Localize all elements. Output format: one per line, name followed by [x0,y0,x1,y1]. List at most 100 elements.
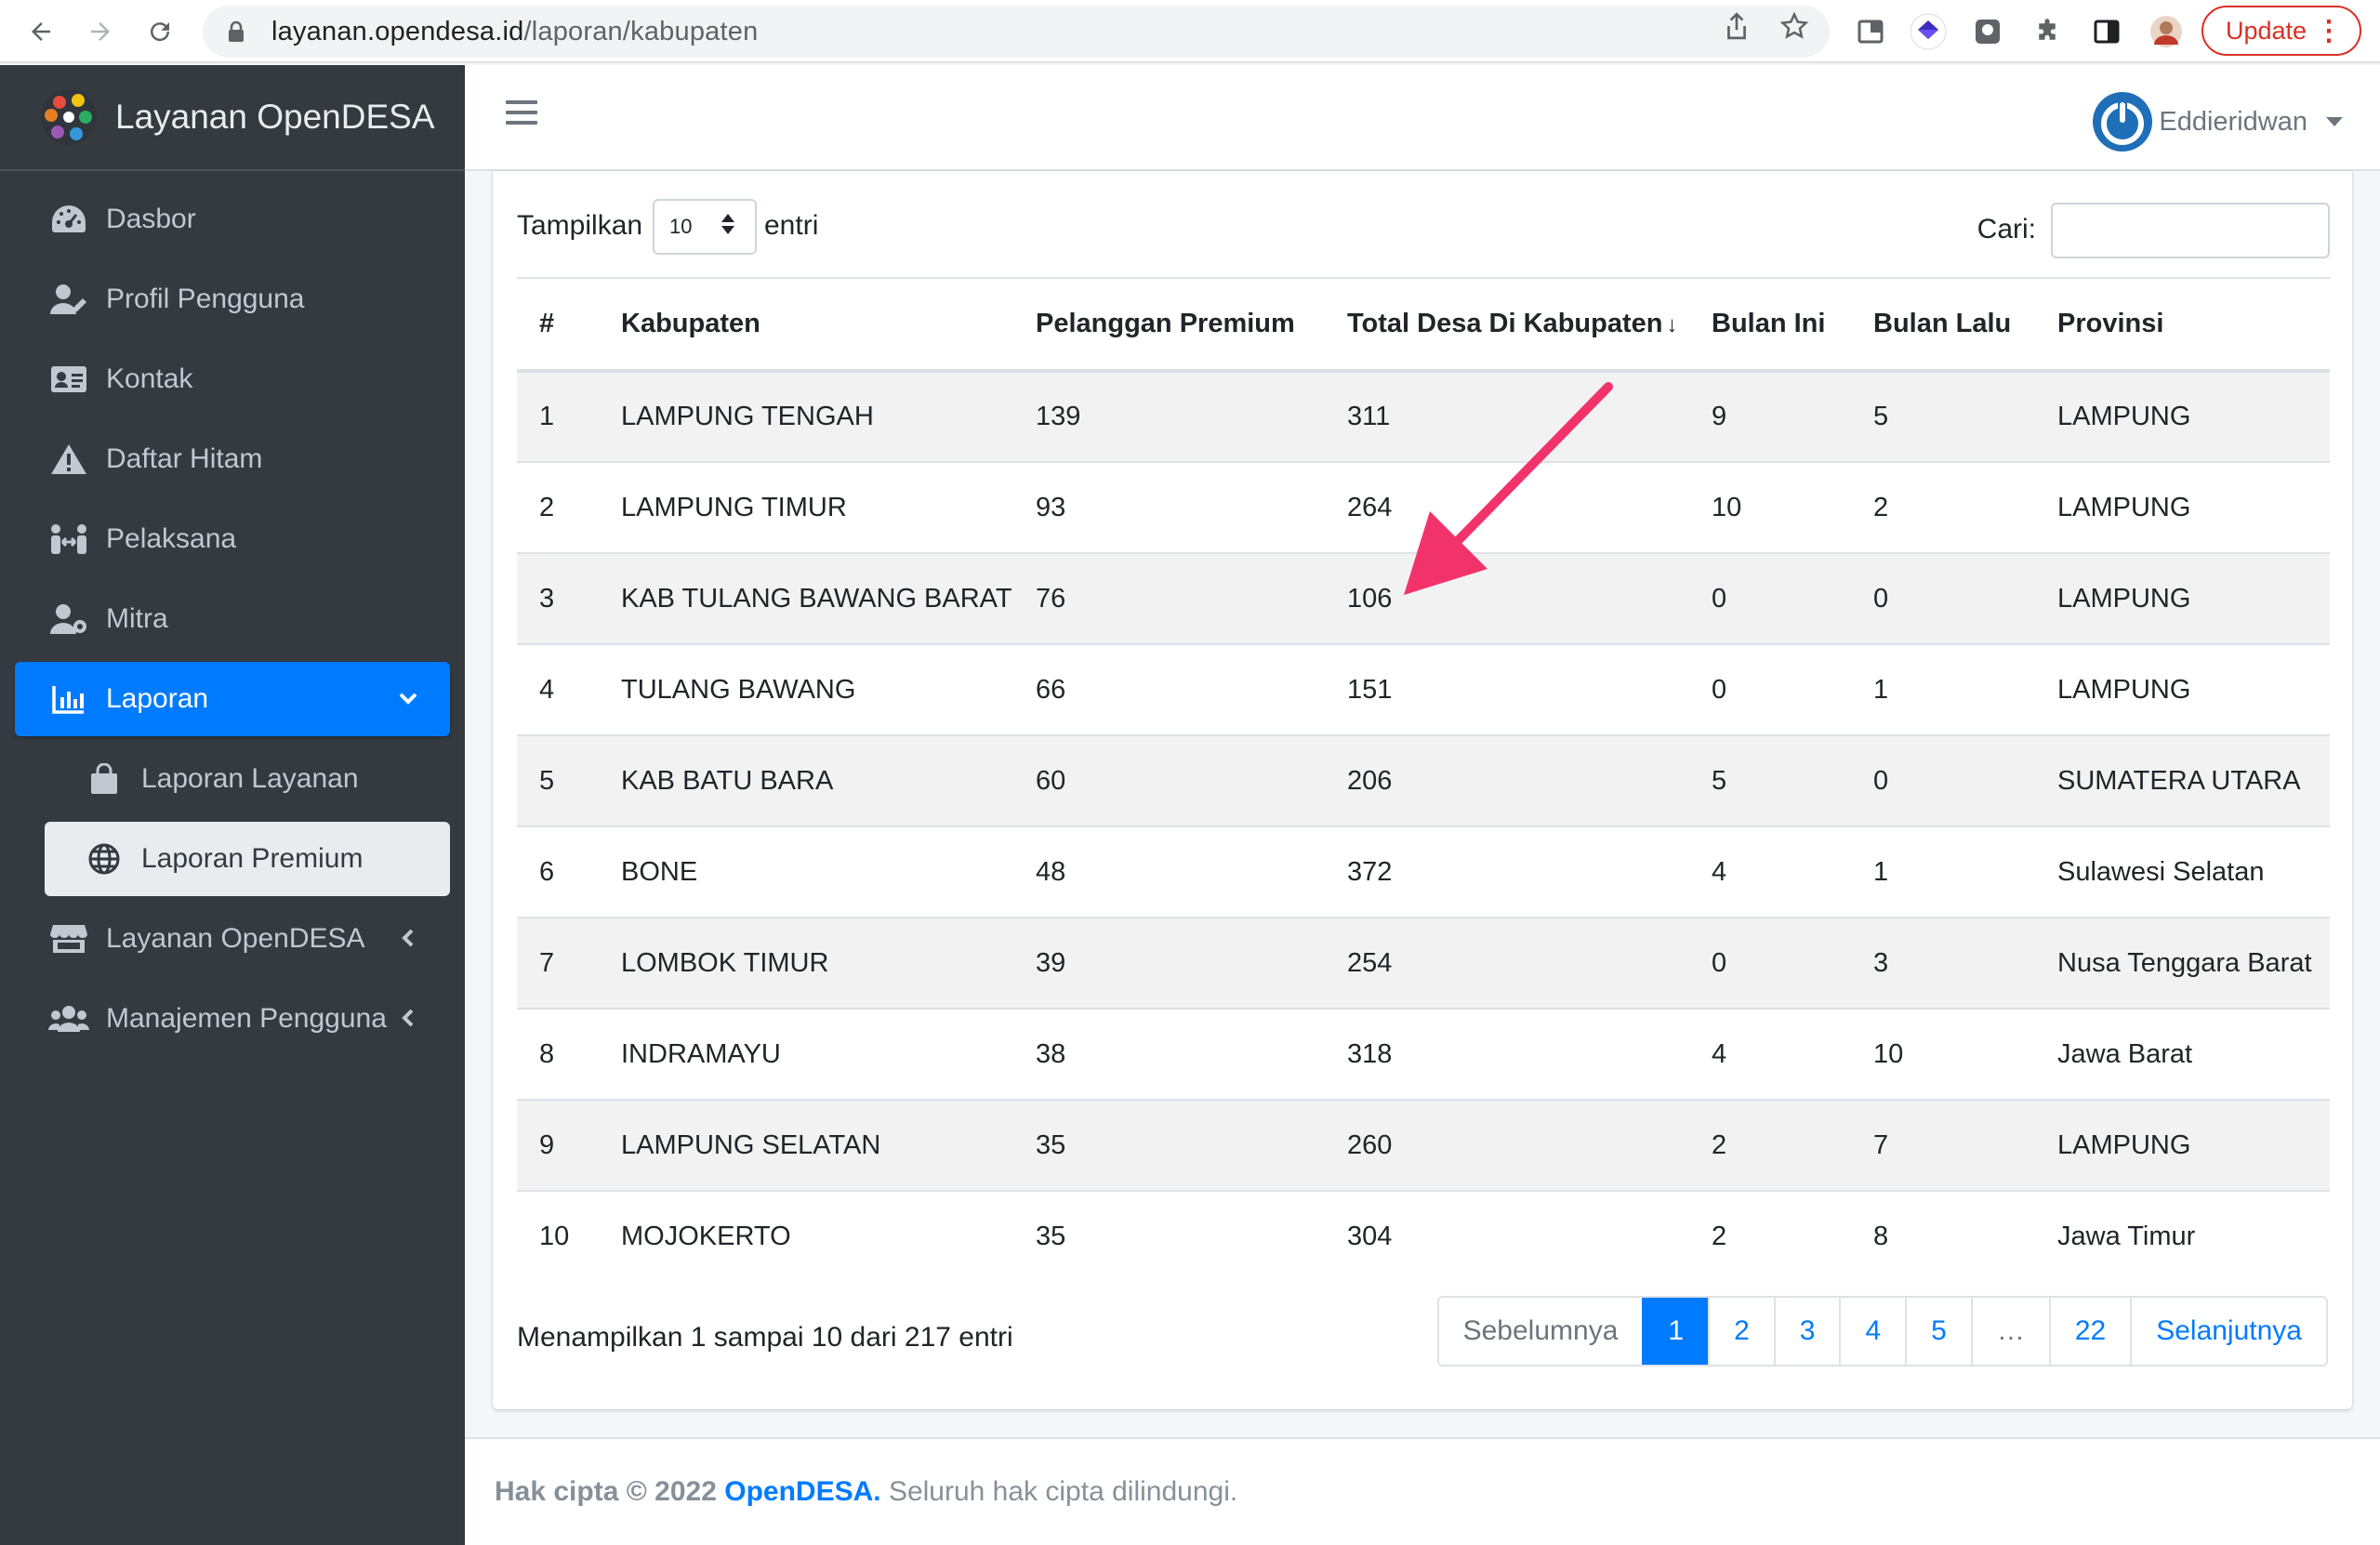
cell-pelanggan-premium: 139 [1013,370,1325,462]
sidebar-item-laporan-layanan[interactable]: Laporan Layanan [45,742,450,816]
table-row: 8 INDRAMAYU 38 318 4 10 Jawa Barat [517,1008,2330,1100]
entries-label: entri [764,210,819,241]
pagination: Sebelumnya 1 2 3 4 5 … 22 Selanjutnya [1436,1296,2328,1367]
cell-bulan-lalu: 1 [1851,825,2035,918]
store-icon [48,920,89,957]
sidebar-item-laporan-premium[interactable]: Laporan Premium [45,822,450,896]
table-row: 10 MOJOKERTO 35 304 2 8 Jawa Timur [517,1190,2330,1282]
cell-kabupaten: LAMPUNG TENGAH [599,370,1013,462]
cell-bulan-lalu: 7 [1851,1099,2035,1191]
table-body: 1 LAMPUNG TENGAH 139 311 9 5 LAMPUNG 2 L… [517,370,2330,1282]
reload-icon[interactable] [139,11,180,52]
sidebar-item-label: Kontak [106,363,193,394]
column-header-provinsi[interactable]: Provinsi [2035,277,2330,373]
column-header-kabupaten[interactable]: Kabupaten [599,277,1013,373]
sidebar: Layanan OpenDESA Dasbor Profil Pengguna … [0,65,465,1545]
sidebar-item-manajemen-pengguna[interactable]: Manajemen Pengguna [15,982,450,1056]
cell-kabupaten: INDRAMAYU [599,1008,1013,1100]
select-arrows-icon [721,214,734,234]
cell-total-desa: 206 [1325,734,1689,826]
table-row: 4 TULANG BAWANG 66 151 0 1 LAMPUNG [517,643,2330,735]
sidebar-item-laporan[interactable]: Laporan [15,662,450,736]
back-icon[interactable] [20,11,61,52]
brand-title: Layanan OpenDESA [115,98,435,136]
puzzle-extensions-icon[interactable] [2029,13,2066,50]
sidebar-item-label: Laporan [106,683,209,714]
sidebar-item-kontak[interactable]: Kontak [15,342,450,416]
address-card-icon [48,361,89,398]
cell-bulan-ini: 5 [1689,734,1851,826]
cell-pelanggan-premium: 48 [1013,825,1325,918]
cell-total-desa: 304 [1325,1190,1689,1282]
cell-bulan-ini: 4 [1689,1008,1851,1100]
share-icon[interactable] [1720,9,1753,43]
url-text: layanan.opendesa.id/laporan/kabupaten [271,16,759,46]
more-menu-icon[interactable]: ⋮ [2315,16,2343,46]
pagination-page-22[interactable]: 22 [2048,1298,2131,1365]
cell-kabupaten: KAB TULANG BAWANG BARAT [599,552,1013,644]
cell-provinsi: LAMPUNG [2035,461,2330,553]
pagination-page-4[interactable]: 4 [1839,1298,1906,1365]
cell-kabupaten: BONE [599,825,1013,918]
column-header-number[interactable]: # [517,277,599,373]
forward-icon[interactable] [80,11,121,52]
sidebar-item-daftar-hitam[interactable]: Daftar Hitam [15,422,450,496]
extension-diamond-icon[interactable] [1910,13,1947,50]
pagination-page-5[interactable]: 5 [1905,1298,1971,1365]
pagination-next[interactable]: Selanjutnya [2130,1298,2326,1365]
kabupaten-table: # Kabupaten Pelanggan Premium Total Desa… [517,277,2330,1282]
cell-number: 8 [517,1008,599,1100]
update-button[interactable]: Update ⋮ [2202,6,2361,56]
column-header-pelanggan-premium[interactable]: Pelanggan Premium [1013,277,1325,373]
sidebar-item-profil-pengguna[interactable]: Profil Pengguna [15,262,450,337]
sidebar-item-layanan-opendesa[interactable]: Layanan OpenDESA [15,902,450,976]
cell-bulan-lalu: 3 [1851,917,2035,1009]
profile-avatar-icon[interactable] [2148,13,2185,50]
user-avatar-icon [2093,92,2153,152]
column-header-bulan-ini[interactable]: Bulan Ini [1689,277,1851,373]
cell-number: 1 [517,370,599,462]
entries-length-select[interactable]: 10 [653,199,757,255]
bookmark-star-icon[interactable] [1778,9,1811,43]
cell-kabupaten: LOMBOK TIMUR [599,917,1013,1009]
cell-pelanggan-premium: 93 [1013,461,1325,553]
warning-icon [48,441,89,478]
cell-bulan-lalu: 2 [1851,461,2035,553]
sidebar-menu: Dasbor Profil Pengguna Kontak Daftar Hit… [0,182,465,1056]
cell-total-desa: 318 [1325,1008,1689,1100]
show-entries-label: Tampilkan [517,210,643,241]
globe-icon [84,840,125,878]
pagination-page-2[interactable]: 2 [1708,1298,1774,1365]
brand[interactable]: Layanan OpenDESA [0,65,465,171]
table-header-row: # Kabupaten Pelanggan Premium Total Desa… [517,277,2330,373]
cell-provinsi: Nusa Tenggara Barat [2035,917,2330,1009]
sidebar-item-mitra[interactable]: Mitra [15,582,450,656]
column-header-total-desa[interactable]: Total Desa Di Kabupaten ↓ [1325,277,1689,373]
pagination-page-3[interactable]: 3 [1773,1298,1840,1365]
users-icon [48,1000,89,1037]
user-menu[interactable]: Eddieridwan [2092,91,2343,152]
hamburger-menu-icon[interactable] [506,100,537,128]
address-bar[interactable]: layanan.opendesa.id/laporan/kabupaten [203,6,1830,58]
cell-kabupaten: TULANG BAWANG [599,643,1013,735]
side-panel-icon[interactable] [2088,13,2125,50]
cell-bulan-ini: 0 [1689,643,1851,735]
browser-toolbar: layanan.opendesa.id/laporan/kabupaten Up… [0,0,2380,63]
cell-provinsi: Sulawesi Selatan [2035,825,2330,918]
sidebar-item-label: Laporan Premium [141,843,364,874]
opendesa-footer-link[interactable]: OpenDESA. [724,1476,881,1507]
cell-pelanggan-premium: 35 [1013,1099,1325,1191]
search-input[interactable] [2051,203,2330,258]
pagination-page-1[interactable]: 1 [1642,1298,1709,1365]
cell-provinsi: LAMPUNG [2035,1099,2330,1191]
reading-mode-icon[interactable] [1852,13,1889,50]
cell-bulan-ini: 9 [1689,370,1851,462]
sidebar-item-pelaksana[interactable]: Pelaksana [15,502,450,576]
cell-pelanggan-premium: 60 [1013,734,1325,826]
column-header-bulan-lalu[interactable]: Bulan Lalu [1851,277,2035,373]
cell-number: 10 [517,1190,599,1282]
pagination-previous[interactable]: Sebelumnya [1438,1298,1643,1365]
tachometer-icon [48,201,89,238]
extension-square-icon[interactable] [1969,13,2006,50]
sidebar-item-dasbor[interactable]: Dasbor [15,182,450,257]
